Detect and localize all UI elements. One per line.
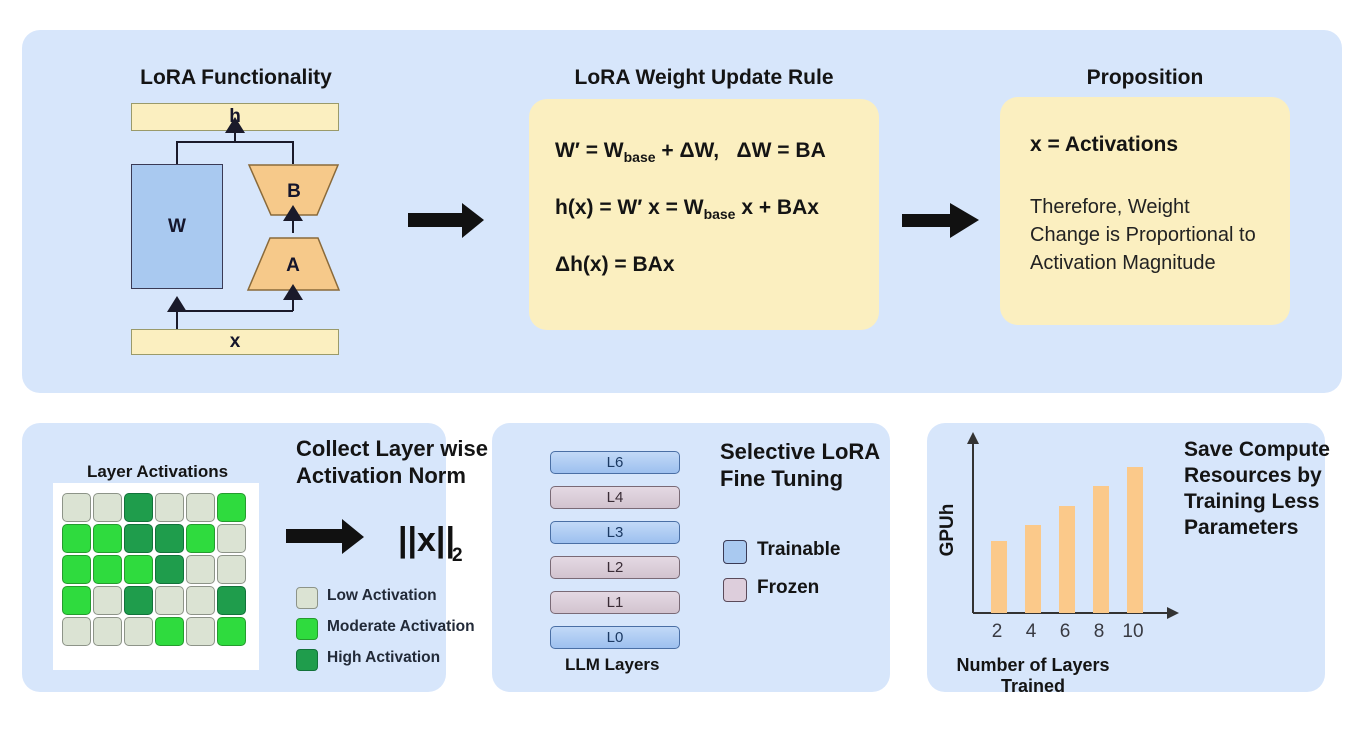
- svg-text:2: 2: [992, 621, 1003, 642]
- svg-text:4: 4: [1026, 621, 1037, 642]
- svg-text:8: 8: [1094, 621, 1105, 642]
- svg-text:6: 6: [1060, 621, 1071, 642]
- svg-text:10: 10: [1122, 621, 1143, 642]
- svg-text:GPUh: GPUh: [937, 504, 958, 557]
